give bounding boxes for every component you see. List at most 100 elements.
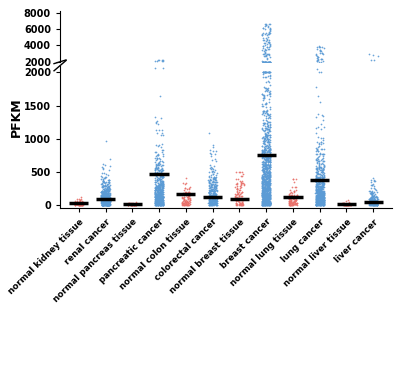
Point bbox=[319, 172, 325, 178]
Point bbox=[77, 75, 83, 81]
Point bbox=[154, 75, 161, 81]
Point bbox=[319, 197, 325, 203]
Point bbox=[209, 196, 215, 202]
Point bbox=[367, 75, 373, 81]
Point bbox=[209, 74, 215, 80]
Point bbox=[369, 190, 376, 196]
Point bbox=[234, 197, 241, 203]
Point bbox=[261, 185, 268, 191]
Point bbox=[205, 73, 212, 79]
Point bbox=[294, 75, 300, 81]
Point bbox=[261, 187, 267, 193]
Point bbox=[156, 194, 162, 200]
Point bbox=[263, 87, 269, 93]
Point bbox=[260, 73, 266, 79]
Point bbox=[103, 200, 110, 206]
Point bbox=[316, 72, 322, 78]
Point bbox=[182, 201, 188, 207]
Point bbox=[212, 186, 218, 192]
Point bbox=[184, 202, 190, 208]
Point bbox=[318, 202, 324, 208]
Point bbox=[318, 71, 324, 77]
Point bbox=[262, 74, 268, 80]
Point bbox=[369, 201, 376, 207]
Point bbox=[212, 74, 218, 80]
Point bbox=[317, 74, 324, 80]
Point bbox=[154, 75, 161, 81]
Point bbox=[155, 186, 162, 192]
Point bbox=[292, 197, 298, 203]
Point bbox=[237, 200, 243, 206]
Point bbox=[320, 202, 326, 208]
Point bbox=[261, 74, 268, 80]
Point bbox=[264, 136, 270, 142]
Point bbox=[158, 189, 165, 195]
Point bbox=[260, 73, 266, 78]
Point bbox=[260, 75, 266, 81]
Point bbox=[259, 164, 266, 170]
Point bbox=[260, 75, 267, 81]
Point bbox=[156, 192, 163, 198]
Point bbox=[159, 74, 165, 80]
Point bbox=[102, 199, 109, 205]
Point bbox=[368, 182, 374, 188]
Point bbox=[374, 74, 380, 80]
Point bbox=[316, 202, 323, 208]
Point bbox=[262, 68, 268, 74]
Point bbox=[261, 136, 268, 142]
Point bbox=[263, 69, 269, 75]
Point bbox=[101, 189, 107, 195]
Point bbox=[259, 72, 265, 78]
Point bbox=[160, 72, 166, 77]
Point bbox=[266, 68, 272, 73]
Point bbox=[373, 199, 380, 205]
Point bbox=[209, 192, 216, 197]
Point bbox=[102, 75, 108, 81]
Point bbox=[160, 174, 166, 180]
Point bbox=[152, 197, 158, 203]
Point bbox=[233, 201, 240, 207]
Point bbox=[263, 125, 269, 131]
Point bbox=[262, 66, 268, 72]
Point bbox=[206, 189, 212, 195]
Point bbox=[263, 70, 270, 76]
Point bbox=[264, 72, 270, 78]
Point bbox=[106, 192, 113, 198]
Point bbox=[102, 74, 108, 80]
Point bbox=[106, 199, 112, 204]
Point bbox=[232, 184, 238, 190]
Point bbox=[267, 75, 273, 81]
Point bbox=[160, 72, 166, 78]
Point bbox=[313, 189, 320, 195]
Point bbox=[262, 185, 269, 191]
Point bbox=[318, 71, 324, 77]
Point bbox=[266, 73, 273, 79]
Point bbox=[260, 69, 267, 74]
Point bbox=[160, 73, 166, 79]
Point bbox=[155, 75, 161, 81]
Point bbox=[373, 193, 379, 199]
Point bbox=[267, 75, 273, 81]
Point bbox=[260, 72, 266, 78]
Point bbox=[105, 72, 112, 78]
Point bbox=[264, 193, 271, 199]
Point bbox=[210, 72, 217, 78]
Point bbox=[315, 74, 321, 80]
Point bbox=[98, 74, 105, 80]
Point bbox=[260, 66, 267, 72]
Point bbox=[211, 179, 218, 185]
Point bbox=[100, 196, 106, 201]
Point bbox=[266, 73, 272, 79]
Point bbox=[152, 73, 158, 79]
Point bbox=[152, 185, 158, 191]
Point bbox=[100, 73, 106, 79]
Point bbox=[319, 201, 326, 207]
Point bbox=[101, 194, 108, 200]
Point bbox=[186, 184, 193, 190]
Point bbox=[158, 201, 165, 207]
Point bbox=[212, 75, 219, 81]
Point bbox=[314, 75, 321, 81]
Point bbox=[208, 151, 214, 157]
Point bbox=[105, 73, 112, 79]
Point bbox=[317, 182, 324, 188]
